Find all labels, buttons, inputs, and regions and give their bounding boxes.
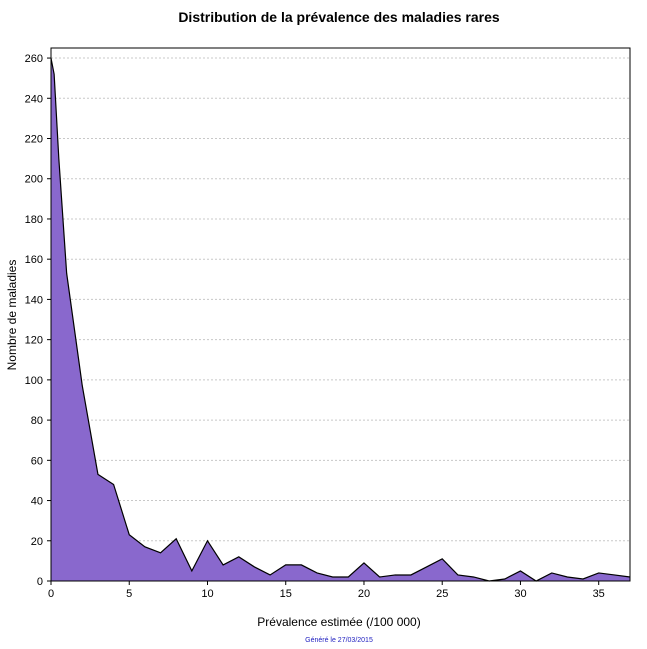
x-tick-label-0: 0 (48, 588, 54, 600)
y-tick-label-240: 240 (25, 93, 43, 105)
y-tick-label-20: 20 (31, 536, 43, 548)
y-tick-label-60: 60 (31, 455, 43, 467)
y-tick-label-0: 0 (37, 576, 43, 588)
x-axis: 0 5 10 15 20 25 30 35 (48, 581, 605, 600)
x-tick-label-30: 30 (514, 588, 526, 600)
y-tick-label-200: 200 (25, 174, 43, 186)
plot-frame (50, 47, 631, 582)
y-tick-label-120: 120 (25, 335, 43, 347)
y-tick-label-40: 40 (31, 496, 43, 508)
x-axis-label: Prévalence estimée (/100 000) (257, 615, 420, 629)
generated-date-note: Généré le 27/03/2015 (305, 637, 373, 644)
y-tick-label-140: 140 (25, 294, 43, 306)
y-tick-label-220: 220 (25, 134, 43, 146)
gridlines (51, 57, 630, 582)
x-tick-label-20: 20 (358, 588, 370, 600)
y-tick-label-260: 260 (25, 53, 43, 65)
y-axis-label: Nombre de maladies (5, 260, 19, 371)
area-fill (51, 58, 630, 582)
chart-title: Distribution de la prévalence des maladi… (178, 9, 500, 25)
y-tick-label-80: 80 (31, 415, 43, 427)
x-tick-label-5: 5 (126, 588, 132, 600)
x-tick-label-35: 35 (593, 588, 605, 600)
x-tick-label-25: 25 (436, 588, 448, 600)
y-tick-label-180: 180 (25, 214, 43, 226)
area-outline (50, 57, 631, 582)
y-axis: 0 20 40 60 80 100 120 140 160 180 200 220 240 260 (25, 53, 51, 588)
x-tick-label-15: 15 (280, 588, 292, 600)
x-tick-label-10: 10 (201, 588, 213, 600)
y-tick-label-160: 160 (25, 254, 43, 266)
plot-area (50, 57, 631, 582)
y-tick-label-100: 100 (25, 375, 43, 387)
